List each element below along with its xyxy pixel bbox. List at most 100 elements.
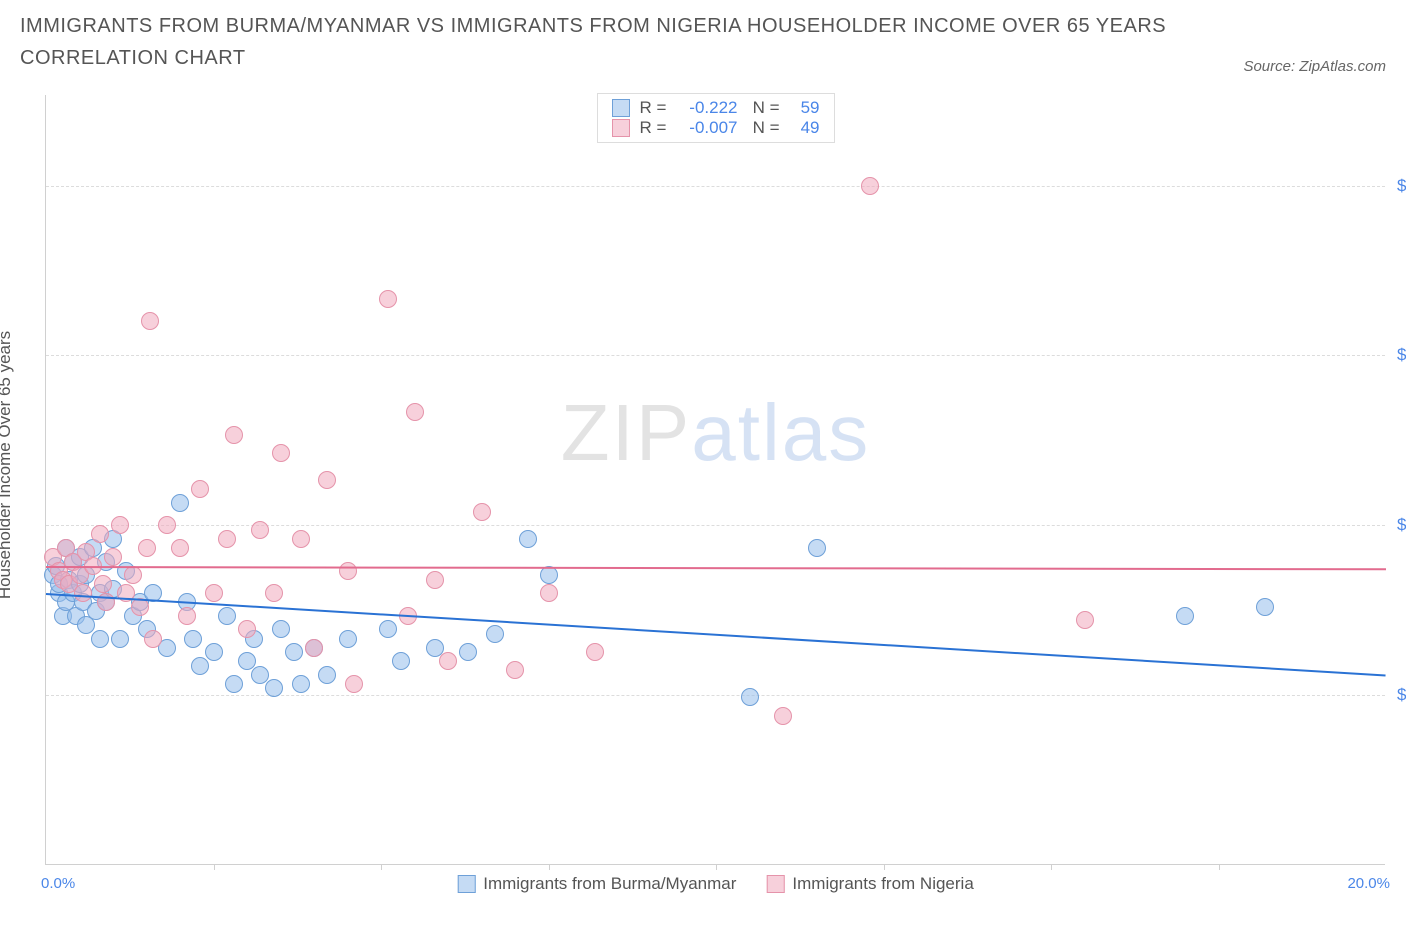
gridline [46,186,1385,187]
correlation-row-1: R = -0.222 N = 59 [612,98,820,118]
data-point [74,584,92,602]
data-point [91,525,109,543]
gridline [46,355,1385,356]
data-point [774,707,792,725]
series-2-swatch [612,119,630,137]
x-axis-max-label: 20.0% [1347,875,1390,892]
data-point [94,575,112,593]
chart-title: IMMIGRANTS FROM BURMA/MYANMAR VS IMMIGRA… [20,10,1170,74]
data-point [91,630,109,648]
data-point [1176,607,1194,625]
n-label: N = [748,118,780,138]
series-2-n-value: 49 [790,118,820,138]
legend-item-2: Immigrants from Nigeria [766,874,973,894]
data-point [111,516,129,534]
r-label: R = [640,98,668,118]
data-point [292,675,310,693]
gridline [46,525,1385,526]
watermark-zip: ZIP [561,388,691,477]
data-point [473,503,491,521]
series-2-name: Immigrants from Nigeria [792,874,973,894]
data-point [808,539,826,557]
x-tick-mark [884,864,885,870]
series-2-swatch [766,875,784,893]
data-point [218,530,236,548]
plot-area: ZIPatlas R = -0.222 N = 59 R = -0.007 N … [45,95,1385,865]
x-axis-min-label: 0.0% [41,875,75,892]
y-tick-label: $150,000 [1397,176,1406,196]
data-point [138,539,156,557]
data-point [379,290,397,308]
data-point [144,630,162,648]
data-point [218,607,236,625]
data-point [191,657,209,675]
data-point [205,584,223,602]
r-label: R = [640,118,668,138]
data-point [318,471,336,489]
x-tick-mark [214,864,215,870]
data-point [171,494,189,512]
x-tick-mark [1219,864,1220,870]
data-point [238,620,256,638]
data-point [406,403,424,421]
x-tick-mark [381,864,382,870]
data-point [519,530,537,548]
data-point [439,652,457,670]
series-1-n-value: 59 [790,98,820,118]
data-point [272,444,290,462]
chart-container: IMMIGRANTS FROM BURMA/MYANMAR VS IMMIGRA… [0,0,1406,930]
y-tick-label: $37,500 [1397,685,1406,705]
data-point [184,630,202,648]
data-point [178,607,196,625]
data-point [285,643,303,661]
gridline [46,695,1385,696]
series-1-swatch [457,875,475,893]
watermark: ZIPatlas [561,387,870,479]
x-tick-mark [716,864,717,870]
data-point [318,666,336,684]
data-point [141,312,159,330]
data-point [345,675,363,693]
y-tick-label: $75,000 [1397,515,1406,535]
data-point [292,530,310,548]
x-tick-mark [549,864,550,870]
n-label: N = [748,98,780,118]
y-tick-label: $112,500 [1397,345,1406,365]
data-point [104,548,122,566]
data-point [392,652,410,670]
data-point [586,643,604,661]
series-2-r-value: -0.007 [678,118,738,138]
legend-item-1: Immigrants from Burma/Myanmar [457,874,736,894]
data-point [339,630,357,648]
trend-line [46,566,1386,570]
data-point [459,643,477,661]
data-point [205,643,223,661]
data-point [486,625,504,643]
data-point [251,521,269,539]
watermark-atlas: atlas [691,388,870,477]
data-point [339,562,357,580]
data-point [741,688,759,706]
correlation-row-2: R = -0.007 N = 49 [612,118,820,138]
data-point [272,620,290,638]
data-point [158,516,176,534]
data-point [861,177,879,195]
data-point [124,566,142,584]
data-point [1076,611,1094,629]
data-point [426,571,444,589]
data-point [265,679,283,697]
y-axis-label: Householder Income Over 65 years [0,197,15,465]
data-point [305,639,323,657]
data-point [225,426,243,444]
data-point [379,620,397,638]
source-attribution: Source: ZipAtlas.com [1243,58,1386,75]
x-tick-mark [1051,864,1052,870]
series-legend: Immigrants from Burma/Myanmar Immigrants… [457,874,974,894]
series-1-r-value: -0.222 [678,98,738,118]
data-point [225,675,243,693]
data-point [540,584,558,602]
series-1-swatch [612,99,630,117]
data-point [265,584,283,602]
data-point [1256,598,1274,616]
data-point [191,480,209,498]
